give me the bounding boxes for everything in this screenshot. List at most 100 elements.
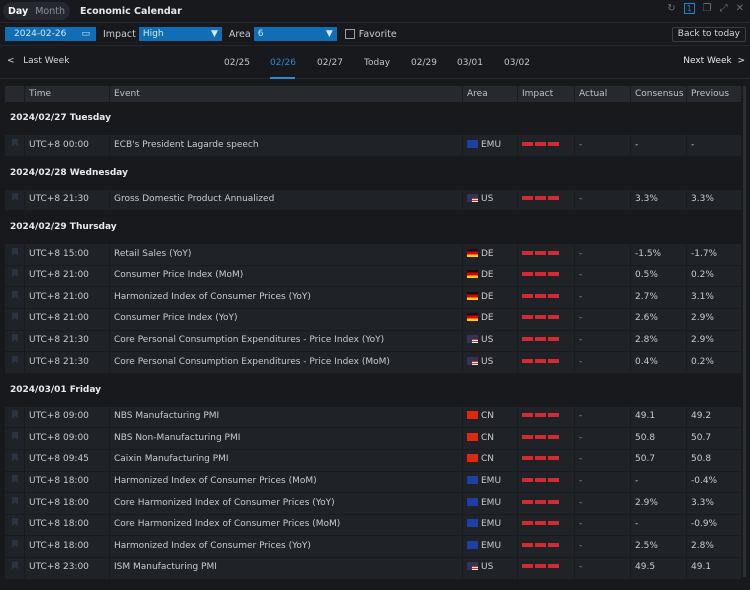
col-time[interactable]: Time	[25, 86, 110, 102]
bookmark-icon[interactable]	[12, 561, 18, 570]
bookmark-icon[interactable]	[12, 410, 18, 419]
date-tab[interactable]: 02/25	[224, 58, 250, 68]
event-name[interactable]: ISM Manufacturing PMI	[110, 557, 463, 579]
bookmark-icon[interactable]	[12, 138, 18, 147]
event-name[interactable]: Core Harmonized Index of Consumer Prices…	[110, 514, 463, 536]
event-name[interactable]: Core Personal Consumption Expenditures -…	[110, 330, 463, 352]
event-name[interactable]: Harmonized Index of Consumer Prices (MoM…	[110, 471, 463, 493]
event-name[interactable]: NBS Non-Manufacturing PMI	[110, 427, 463, 450]
calendar-icon: ▭	[81, 29, 90, 39]
bookmark-icon[interactable]	[12, 312, 18, 321]
bookmark-icon[interactable]	[12, 453, 18, 462]
event-name[interactable]: ECB's President Lagarde speech	[110, 134, 463, 157]
event-name[interactable]: Harmonized Index of Consumer Prices (YoY…	[110, 535, 463, 558]
event-name[interactable]: Harmonized Index of Consumer Prices (YoY…	[110, 286, 463, 309]
chevron-right-icon: >	[737, 56, 745, 66]
close-icon[interactable]: ✕	[735, 3, 744, 14]
col-event[interactable]: Event	[110, 86, 463, 102]
impact-bar	[548, 478, 559, 483]
impact-bar	[535, 337, 546, 342]
maximize-icon[interactable]: ⤢	[719, 3, 728, 14]
table-row[interactable]: UTC+8 21:30 Gross Domestic Product Annua…	[5, 189, 742, 212]
refresh-icon[interactable]: ↻	[667, 3, 676, 14]
bookmark-icon[interactable]	[12, 355, 18, 364]
date-tab[interactable]: 03/02	[504, 58, 530, 68]
table-row[interactable]: UTC+8 09:45 Caixin Manufacturing PMI CN …	[5, 449, 742, 472]
bookmark-icon[interactable]	[12, 247, 18, 256]
table-row[interactable]: UTC+8 18:00 Core Harmonized Index of Con…	[5, 514, 742, 537]
col-actual[interactable]: Actual	[575, 86, 631, 102]
bookmark-icon[interactable]	[12, 290, 18, 299]
impact-select[interactable]: High ▼	[138, 27, 222, 41]
event-previous: 2.9%	[687, 330, 742, 352]
event-name[interactable]: Retail Sales (YoY)	[110, 243, 463, 266]
impact-bar	[522, 564, 533, 569]
table-row[interactable]: UTC+8 09:00 NBS Non-Manufacturing PMI CN…	[5, 427, 742, 450]
event-name[interactable]: Core Personal Consumption Expenditures -…	[110, 351, 463, 374]
col-consensus[interactable]: Consensus	[631, 86, 687, 102]
view-toggle[interactable]: Day Month	[3, 2, 70, 20]
date-picker[interactable]: 2024-02-26 ▭	[5, 27, 96, 41]
bookmark-icon[interactable]	[12, 518, 18, 527]
next-week-button[interactable]: Next Week >	[683, 56, 745, 66]
view-day-tab[interactable]: Day	[8, 5, 29, 17]
date-tab[interactable]: 02/27	[317, 58, 343, 68]
date-tab-today[interactable]: Today	[364, 58, 391, 68]
last-week-button[interactable]: < Last Week	[7, 56, 69, 66]
event-time: UTC+8 21:30	[25, 330, 110, 352]
event-name[interactable]: Core Harmonized Index of Consumer Prices…	[110, 492, 463, 515]
table-row[interactable]: UTC+8 21:30 Core Personal Consumption Ex…	[5, 351, 742, 374]
favorite-checkbox[interactable]	[344, 29, 355, 39]
bookmark-icon[interactable]	[12, 475, 18, 484]
area-select[interactable]: 6 ▼	[253, 27, 337, 41]
table-row[interactable]: UTC+8 21:00 Consumer Price Index (YoY) D…	[5, 308, 742, 331]
impact-level	[518, 427, 575, 450]
event-name[interactable]: NBS Manufacturing PMI	[110, 406, 463, 428]
event-name[interactable]: Consumer Price Index (YoY)	[110, 308, 463, 331]
table-row[interactable]: UTC+8 23:00 ISM Manufacturing PMI US - 4…	[5, 557, 742, 580]
event-name[interactable]: Gross Domestic Product Annualized	[110, 189, 463, 211]
col-previous[interactable]: Previous	[687, 86, 742, 102]
restore-window-icon[interactable]: ❐	[702, 3, 712, 14]
event-name[interactable]: Consumer Price Index (MoM)	[110, 265, 463, 287]
bookmark-icon[interactable]	[12, 539, 18, 548]
event-consensus: 2.6%	[631, 308, 687, 331]
impact-bar	[535, 141, 546, 146]
col-impact[interactable]: Impact	[518, 86, 575, 102]
table-row[interactable]: UTC+8 18:00 Harmonized Index of Consumer…	[5, 471, 742, 494]
event-name[interactable]: Caixin Manufacturing PMI	[110, 449, 463, 472]
bookmark-icon[interactable]	[12, 496, 18, 505]
back-to-today-button[interactable]: Back to today	[671, 27, 746, 42]
link-group-icon[interactable]: 1	[683, 3, 695, 14]
event-previous: 3.1%	[687, 286, 742, 309]
impact-bar	[535, 542, 546, 547]
impact-bar	[522, 434, 533, 439]
event-consensus: 2.7%	[631, 286, 687, 309]
col-area[interactable]: Area	[463, 86, 518, 102]
table-row[interactable]: UTC+8 21:30 Core Personal Consumption Ex…	[5, 330, 742, 353]
date-tab[interactable]: 02/29	[411, 58, 437, 68]
table-row[interactable]: UTC+8 21:00 Harmonized Index of Consumer…	[5, 286, 742, 309]
date-group-header: 2024/02/28 Wednesday	[5, 156, 742, 190]
event-time: UTC+8 18:00	[25, 492, 110, 515]
favorite-label[interactable]: Favorite	[358, 28, 397, 40]
event-time: UTC+8 18:00	[25, 471, 110, 493]
table-row[interactable]: UTC+8 09:00 NBS Manufacturing PMI CN - 4…	[5, 406, 742, 429]
bookmark-icon[interactable]	[12, 269, 18, 278]
view-month-tab[interactable]: Month	[35, 5, 65, 17]
bookmark-icon[interactable]	[12, 193, 18, 202]
table-row[interactable]: UTC+8 18:00 Core Harmonized Index of Con…	[5, 492, 742, 515]
table-row[interactable]: UTC+8 18:00 Harmonized Index of Consumer…	[5, 535, 742, 558]
impact-level	[518, 514, 575, 536]
table-row[interactable]: UTC+8 21:00 Consumer Price Index (MoM) D…	[5, 265, 742, 288]
table-row[interactable]: UTC+8 00:00 ECB's President Lagarde spee…	[5, 134, 742, 157]
scrollbar[interactable]	[743, 86, 746, 577]
date-tab[interactable]: 03/01	[457, 58, 483, 68]
flag-us-icon	[467, 356, 478, 365]
table-row[interactable]: UTC+8 15:00 Retail Sales (YoY) DE - -1.5…	[5, 243, 742, 266]
date-tab-active[interactable]: 02/26	[270, 58, 296, 68]
bookmark-icon[interactable]	[12, 334, 18, 343]
bookmark-icon[interactable]	[12, 431, 18, 440]
date-group-header: 2024/03/01 Friday	[5, 373, 742, 407]
flag-cn-icon	[467, 432, 478, 441]
